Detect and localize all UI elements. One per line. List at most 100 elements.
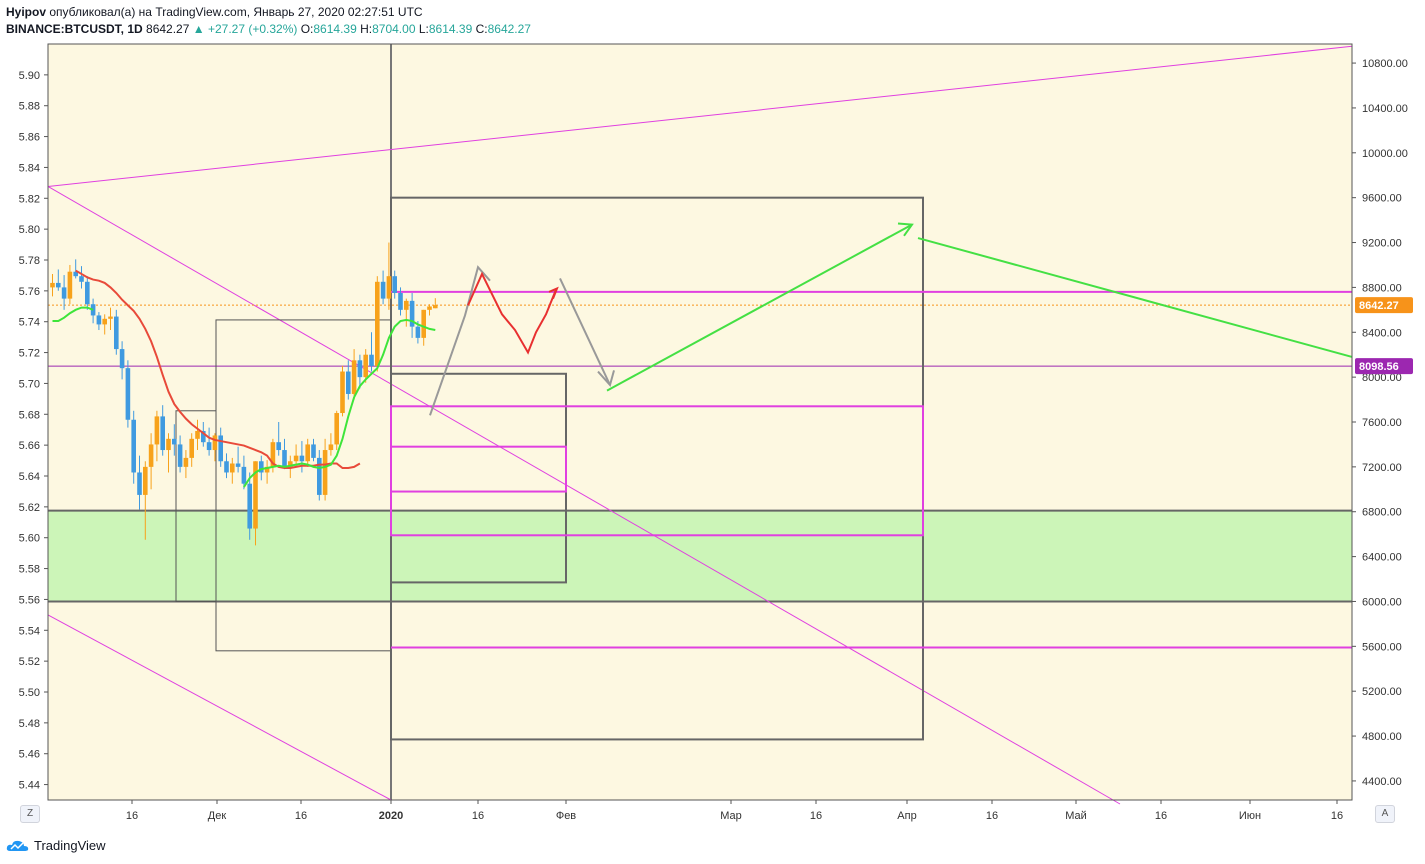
gray-arrow-head — [597, 370, 615, 388]
left-axis-label: 5.70 — [19, 378, 40, 390]
zoom-button[interactable]: Z — [20, 805, 40, 823]
gray-wave-path — [429, 265, 491, 416]
candle-body — [276, 442, 281, 451]
left-axis-label: 5.84 — [19, 162, 40, 174]
candle — [276, 422, 281, 456]
candle-body — [148, 444, 154, 467]
candle — [369, 332, 374, 372]
candle — [299, 441, 305, 473]
candle — [311, 438, 316, 462]
candle-body — [346, 371, 351, 394]
candle-body — [282, 450, 287, 467]
left-axis-label: 5.56 — [19, 594, 40, 606]
candle-body — [96, 315, 102, 325]
candle-body — [177, 444, 183, 467]
candle — [398, 287, 403, 316]
upper-trendline — [47, 45, 1353, 187]
candle — [224, 453, 229, 479]
candle-body — [102, 318, 107, 325]
candle — [334, 410, 339, 451]
candle-body — [143, 466, 148, 495]
candle — [212, 433, 218, 462]
candle-body — [288, 461, 293, 467]
left-axis-label: 5.60 — [19, 533, 40, 545]
support-zone — [48, 510, 1352, 602]
candle — [189, 433, 194, 467]
candle-body — [409, 300, 415, 327]
gray-down-arrow — [559, 278, 611, 386]
right-axis-label: 8800.00 — [1362, 282, 1402, 294]
left-axis-label: 5.72 — [19, 348, 40, 360]
right-axis-label: 5200.00 — [1362, 686, 1402, 698]
open-value: 8614.39 — [313, 22, 357, 36]
x-axis-label: Дек — [208, 810, 227, 822]
candle — [90, 298, 96, 324]
candle — [421, 309, 426, 346]
brand-name: TradingView — [34, 838, 106, 853]
left-axis-label: 5.54 — [19, 625, 40, 637]
right-axis-label: 9600.00 — [1362, 193, 1402, 205]
candle-body — [125, 368, 131, 420]
candle-body — [247, 483, 252, 529]
candle-body — [201, 430, 206, 443]
candle-body — [195, 430, 200, 439]
candle — [386, 242, 392, 310]
plot-background — [48, 44, 1352, 800]
candle-body — [183, 457, 189, 467]
candle-body — [404, 300, 409, 310]
left-axis-label: 5.68 — [19, 409, 40, 421]
candle-body — [253, 461, 258, 529]
candle-body — [375, 281, 380, 366]
left-axis-label: 5.46 — [19, 749, 40, 761]
candle — [322, 438, 328, 501]
left-axis-label: 5.48 — [19, 718, 40, 730]
candle-body — [398, 293, 403, 310]
candle — [166, 433, 171, 473]
candle-body — [392, 276, 397, 294]
price-tag-label: 8098.56 — [1359, 361, 1399, 373]
green-down-line — [917, 237, 1353, 358]
candle — [177, 435, 183, 473]
candle — [253, 461, 258, 546]
green-up-arrow — [606, 223, 913, 392]
candle-body — [357, 360, 363, 378]
tradingview-brand[interactable]: TradingView — [6, 838, 106, 853]
candle-body — [67, 271, 73, 299]
candle-body — [299, 455, 305, 462]
right-axis-label: 9200.00 — [1362, 238, 1402, 250]
candle — [114, 309, 119, 355]
right-axis-label: 8400.00 — [1362, 327, 1402, 339]
left-axis-label: 5.90 — [19, 70, 40, 82]
candle — [137, 455, 142, 510]
o-label: O: — [300, 22, 314, 36]
candle — [148, 433, 154, 490]
candle-body — [328, 444, 334, 451]
candle — [108, 307, 113, 331]
price-change: ▲ +27.27 (+0.32%) — [192, 22, 298, 36]
candle — [433, 298, 438, 309]
candle — [357, 354, 363, 389]
candle — [96, 312, 102, 331]
ema-green-line — [243, 318, 436, 488]
candle-body — [166, 438, 171, 451]
green-arrow-head — [897, 222, 914, 237]
left-axis-label: 5.64 — [19, 471, 40, 483]
symbol-name[interactable]: BINANCE:BTCUSDT, 1D — [6, 22, 143, 36]
auto-scale-button[interactable]: A — [1375, 805, 1395, 823]
candle-body — [270, 442, 276, 467]
close-value: 8642.27 — [487, 22, 531, 36]
right-axis-label: 6800.00 — [1362, 507, 1402, 519]
right-axis-label: 6400.00 — [1362, 552, 1402, 564]
candle-body — [56, 282, 61, 288]
author-name[interactable]: Hyipov — [6, 5, 47, 19]
x-axis-label: 16 — [1155, 810, 1167, 822]
candle — [363, 349, 368, 383]
candle — [392, 270, 397, 299]
candle-body — [154, 416, 160, 445]
x-axis-label: Июн — [1239, 810, 1261, 822]
right-axis-label: 7200.00 — [1362, 462, 1402, 474]
candle-body — [241, 466, 247, 484]
candle — [241, 455, 247, 490]
candle-body — [160, 416, 165, 451]
